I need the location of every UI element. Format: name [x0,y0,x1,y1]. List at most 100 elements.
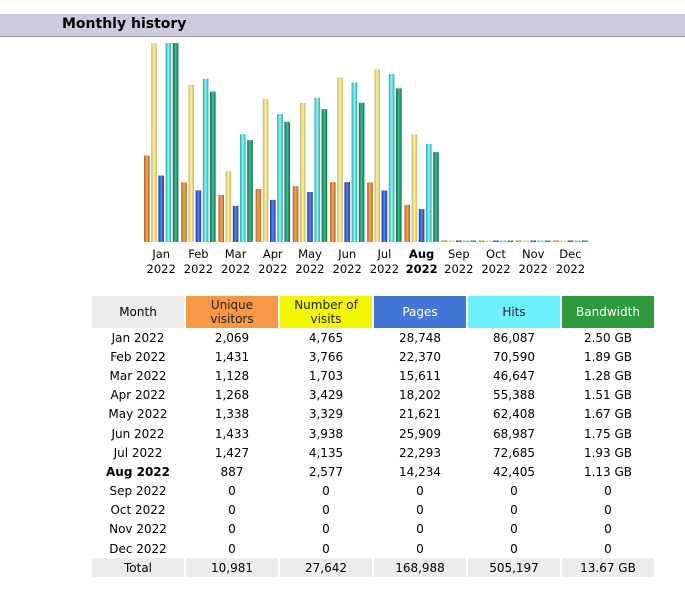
bar-unique-visitors [330,182,336,242]
total-label: Total [92,558,184,578]
table-row: Jan 2022 2,069 4,765 28,748 86,087 2.50 … [92,328,654,347]
bar-hits [537,240,544,242]
x-tick-year: 2022 [147,262,176,276]
bar-bandwidth [507,240,514,242]
x-tick-month: Mar [225,247,247,261]
bar-bandwidth [321,109,328,242]
cell-pages: 14,234 [399,464,441,479]
cell-visits: 3,329 [308,407,344,422]
bar-bandwidth [433,152,439,242]
cell-visitors: 1,433 [214,426,250,441]
cell-hits: 72,685 [493,445,535,460]
cell-month: Jul 2022 [113,445,163,460]
table-row: Aug 2022 887 2,577 14,234 42,405 1.13 GB [92,462,654,481]
cell-bandwidth: 1.93 GB [583,445,633,460]
cell-bandwidth: 1.28 GB [583,368,633,383]
x-tick-year: 2022 [444,262,473,276]
cell-visitors: 0 [228,541,236,556]
bar-pages [195,190,202,242]
x-tick-month: Feb [188,247,208,261]
cell-hits: 55,388 [493,388,535,403]
bars-group [144,43,588,243]
x-tick-month: Jan [151,247,170,261]
cell-visitors: 1,431 [214,349,250,364]
cell-bandwidth: 0 [604,522,612,537]
cell-hits: 62,408 [493,407,535,422]
bar-visits [262,98,269,242]
bar-visits [300,103,306,242]
x-tick-month: Oct [486,247,506,261]
bar-unique-visitors [404,205,410,242]
x-tick-month: Dec [559,247,581,261]
cell-visitors: 0 [228,484,236,499]
bar-hits [463,240,469,242]
total-visits: 27,642 [280,558,372,578]
cell-visits: 3,429 [308,388,344,403]
cell-bandwidth: 0 [604,503,612,518]
cell-bandwidth: 0 [604,541,612,556]
bar-pages [456,240,462,242]
cell-visits: 3,938 [308,426,344,441]
section-title: Monthly history [62,16,187,32]
cell-hits: 86,087 [493,330,535,345]
cell-month: Oct 2022 [110,503,166,518]
table-row: Dec 2022 0 0 0 0 0 [92,539,654,558]
cell-bandwidth: 1.89 GB [583,349,633,364]
header-visitors-line2: visitors [210,312,254,326]
monthly-bar-chart: Jan2022Feb2022Mar2022Apr2022May2022Jun20… [144,43,588,276]
cell-visitors: 887 [220,464,244,479]
cell-pages: 0 [416,541,424,556]
cell-visitors: 0 [228,522,236,537]
bar-visits [151,43,157,242]
cell-visits: 0 [322,522,330,537]
table-row: Mar 2022 1,128 1,703 15,611 46,647 1.28 … [92,366,654,385]
total-hits: 505,197 [468,558,560,578]
x-tick-year: 2022 [519,262,548,276]
bar-bandwidth [284,121,290,242]
bar-pages [344,182,350,242]
cell-pages: 0 [416,503,424,518]
cell-month: Sep 2022 [109,484,167,499]
x-tick-month: Aug [409,247,434,261]
cell-hits: 68,987 [493,426,535,441]
x-tick-year: 2022 [481,262,510,276]
cell-month: Dec 2022 [109,541,167,556]
bar-unique-visitors [441,240,448,242]
table-row: Feb 2022 1,431 3,766 22,370 70,590 1.89 … [92,347,654,366]
cell-visits: 3,766 [308,349,344,364]
bar-visits [486,240,492,242]
bar-unique-visitors [218,194,224,242]
bar-bandwidth [544,240,551,242]
cell-bandwidth: 1.13 GB [583,464,633,479]
cell-visits: 4,765 [308,330,344,345]
cell-visits: 2,577 [308,464,344,479]
table-header-row: Month Unique visitors Number of visits P… [92,296,654,328]
cell-hits: 42,405 [493,464,535,479]
x-tick-year: 2022 [258,262,287,276]
header-visitors-line1: Unique [210,298,254,312]
bar-pages [493,240,499,242]
cell-hits: 0 [510,484,518,499]
cell-bandwidth: 1.75 GB [583,426,633,441]
cell-pages: 21,621 [399,407,441,422]
bar-visits [337,77,343,242]
bar-visits [411,134,418,242]
cell-bandwidth: 1.67 GB [583,407,633,422]
bar-bandwidth [210,91,216,242]
bar-bandwidth [247,140,253,242]
cell-month: Nov 2022 [109,522,167,537]
bar-pages [567,240,574,242]
bar-pages [307,192,313,242]
cell-visitors: 1,427 [214,445,250,460]
table-row: May 2022 1,338 3,329 21,621 62,408 1.67 … [92,405,654,424]
bar-pages [418,209,425,242]
bar-unique-visitors [478,240,485,242]
cell-visits: 1,703 [308,368,344,383]
month-labels-group: Jan2022Feb2022Mar2022Apr2022May2022Jun20… [147,247,585,276]
bar-hits [388,74,395,242]
cell-month: Aug 2022 [106,464,170,479]
cell-month: Jun 2022 [111,426,165,441]
cell-visitors: 2,069 [214,330,250,345]
bar-pages [232,205,239,242]
total-visitors: 10,981 [186,558,278,578]
